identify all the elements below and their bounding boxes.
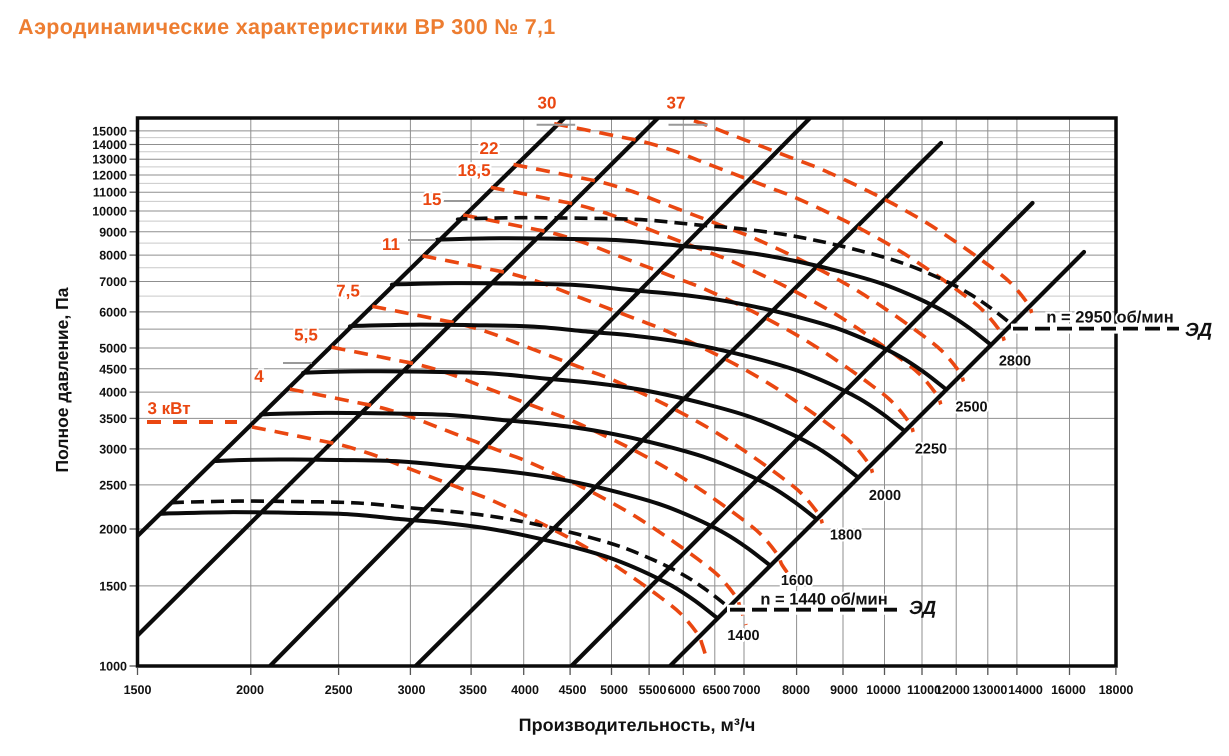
svg-text:37: 37 — [667, 94, 686, 113]
svg-text:2500: 2500 — [325, 683, 353, 697]
svg-text:6500: 6500 — [702, 683, 730, 697]
svg-text:18000: 18000 — [1099, 683, 1134, 697]
svg-text:4000: 4000 — [511, 683, 539, 697]
svg-text:14000: 14000 — [92, 138, 127, 152]
svg-text:n = 1440 об/мин: n = 1440 об/мин — [760, 591, 887, 609]
svg-text:5,5: 5,5 — [294, 326, 318, 345]
svg-text:3500: 3500 — [459, 683, 487, 697]
svg-text:5000: 5000 — [600, 683, 628, 697]
svg-text:3000: 3000 — [99, 442, 127, 456]
svg-text:11000: 11000 — [93, 186, 127, 200]
svg-text:9000: 9000 — [99, 225, 127, 239]
svg-text:Производительность, м³/ч: Производительность, м³/ч — [519, 715, 756, 735]
svg-text:Полное давление, Па: Полное давление, Па — [52, 287, 72, 472]
svg-text:13000: 13000 — [973, 683, 1008, 697]
svg-text:3500: 3500 — [99, 412, 127, 426]
svg-text:1500: 1500 — [99, 579, 127, 593]
svg-text:2000: 2000 — [236, 683, 264, 697]
svg-text:4: 4 — [254, 367, 264, 386]
svg-text:3000: 3000 — [398, 683, 426, 697]
svg-text:5000: 5000 — [99, 342, 127, 356]
svg-text:2500: 2500 — [99, 478, 127, 492]
svg-text:7000: 7000 — [99, 275, 127, 289]
svg-text:2500: 2500 — [955, 400, 987, 416]
svg-text:1600: 1600 — [781, 573, 813, 589]
svg-text:9000: 9000 — [830, 683, 858, 697]
svg-text:11000: 11000 — [907, 683, 941, 697]
svg-text:15000: 15000 — [92, 124, 127, 138]
svg-text:2800: 2800 — [999, 354, 1031, 370]
svg-text:n = 2950 об/мин: n = 2950 об/мин — [1046, 309, 1173, 327]
svg-text:4500: 4500 — [99, 362, 127, 376]
svg-text:Аэродинамические характеристик: Аэродинамические характеристики ВР 300 №… — [18, 15, 556, 39]
svg-text:10000: 10000 — [866, 683, 901, 697]
svg-text:ЭД: ЭД — [909, 598, 936, 619]
svg-text:8000: 8000 — [782, 683, 810, 697]
svg-text:16000: 16000 — [1051, 683, 1086, 697]
svg-text:6000: 6000 — [99, 305, 127, 319]
svg-text:14000: 14000 — [1008, 683, 1043, 697]
svg-text:6000: 6000 — [668, 683, 696, 697]
svg-text:30: 30 — [538, 94, 557, 113]
svg-text:1800: 1800 — [830, 528, 862, 544]
svg-text:4000: 4000 — [99, 386, 127, 400]
svg-text:ЭД: ЭД — [1185, 320, 1212, 341]
svg-text:15: 15 — [423, 190, 442, 209]
svg-text:2000: 2000 — [99, 523, 127, 537]
svg-text:2000: 2000 — [869, 488, 901, 504]
svg-text:4500: 4500 — [559, 683, 587, 697]
svg-text:1400: 1400 — [727, 628, 759, 644]
svg-text:13000: 13000 — [92, 153, 127, 167]
svg-text:18,5: 18,5 — [457, 161, 490, 180]
svg-text:8000: 8000 — [99, 249, 127, 263]
svg-text:2250: 2250 — [915, 442, 947, 458]
svg-text:1000: 1000 — [99, 660, 127, 674]
svg-text:7000: 7000 — [733, 683, 761, 697]
svg-text:5500: 5500 — [639, 683, 667, 697]
svg-text:12000: 12000 — [92, 169, 127, 183]
svg-text:12000: 12000 — [935, 683, 970, 697]
svg-text:22: 22 — [480, 139, 499, 158]
svg-text:7,5: 7,5 — [336, 282, 360, 301]
svg-text:10000: 10000 — [92, 205, 127, 219]
svg-text:11: 11 — [382, 235, 400, 254]
svg-text:1500: 1500 — [124, 683, 152, 697]
svg-text:3 кВт: 3 кВт — [147, 399, 190, 418]
